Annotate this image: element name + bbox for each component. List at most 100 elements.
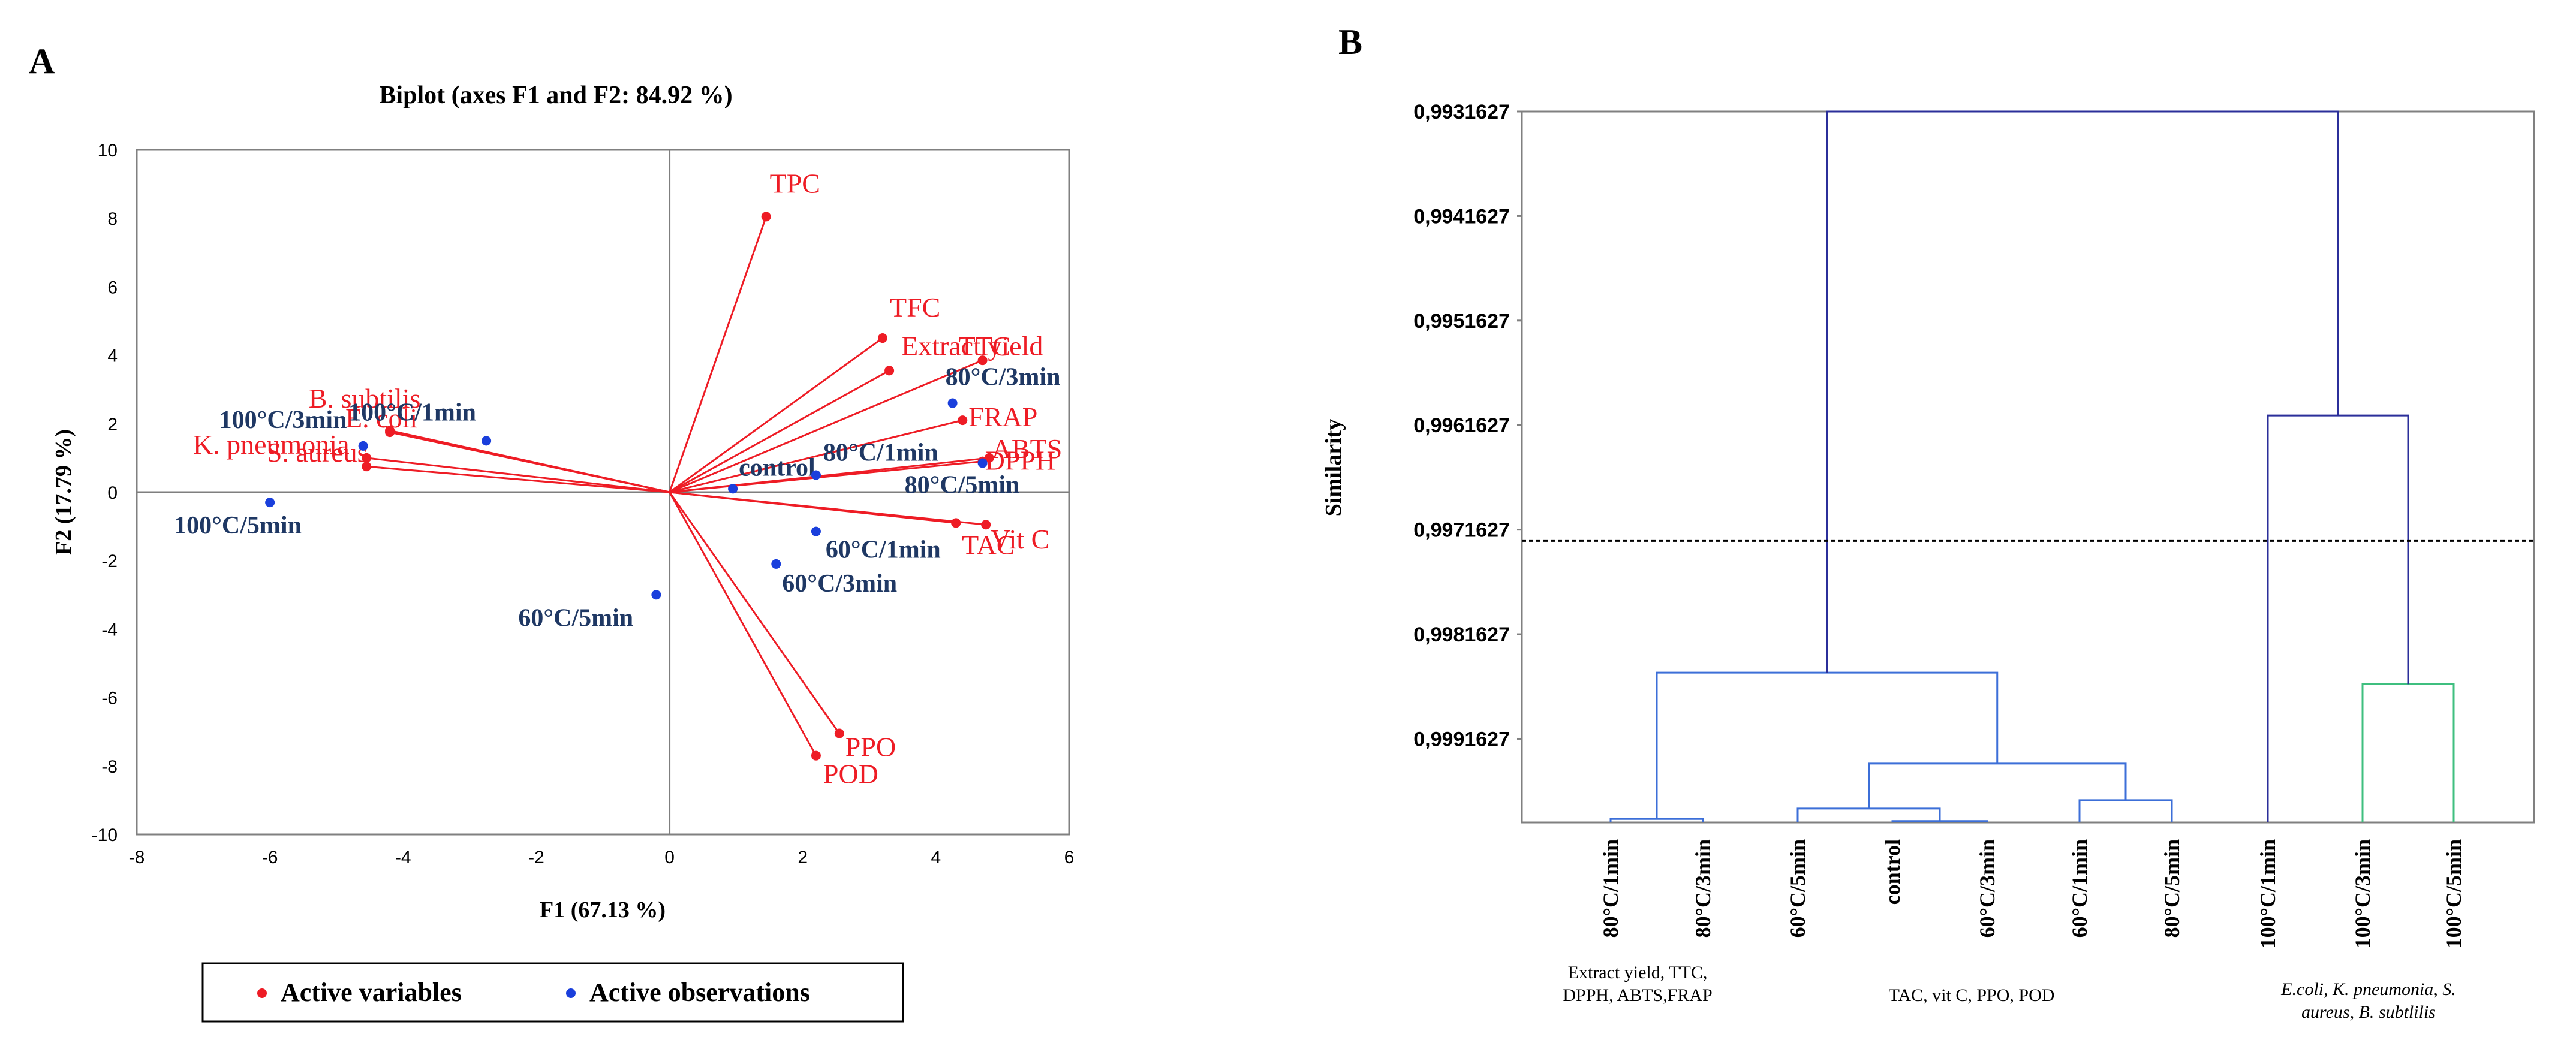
dendrogram-branches: [1609, 110, 2455, 822]
similarity-tick-label: 0,9961627: [1413, 414, 1510, 437]
observation-point: [771, 559, 781, 569]
variable-label: E. coli: [345, 403, 417, 433]
similarity-tick-label: 0,9981627: [1413, 623, 1510, 646]
variable-vector: [669, 369, 890, 493]
panel-a-label: A: [29, 41, 55, 81]
variable-vector: [669, 460, 983, 493]
variable-label: TAC: [962, 529, 1015, 560]
dendrogram-link: [1868, 762, 2127, 809]
observation-point: [977, 458, 988, 468]
variable-point: [977, 355, 988, 366]
leaf-label: 80°C/3min: [1691, 839, 1715, 938]
observation-point: [728, 484, 738, 494]
observation-point: [811, 470, 821, 480]
variable-label: K. pneumonia: [193, 429, 350, 460]
x-tick-label: -4: [395, 848, 411, 867]
variable-label: TPC: [770, 168, 820, 198]
observation-point: [651, 590, 661, 600]
observation-point: [482, 436, 492, 446]
variable-vector: [366, 465, 670, 493]
variable-label: ABTS: [992, 433, 1063, 464]
x-axis-label: F1 (67.13 %): [540, 897, 666, 923]
observation-label: 100°C/5min: [174, 512, 302, 539]
observation-label: 60°C/3min: [782, 570, 897, 598]
group-annotations: Extract yield, TTC, DPPH, ABTS,FRAP TAC, v…: [1563, 963, 2455, 1022]
leaf-label: 60°C/1min: [2068, 839, 2092, 938]
y-tick-label: -8: [101, 757, 118, 777]
y-tick-label: 10: [98, 141, 118, 161]
similarity-tick-label: 0,9951627: [1413, 310, 1510, 333]
observation-label: 80°C/3min: [946, 364, 1061, 391]
y-tick-label: -2: [101, 551, 118, 571]
variable-label: Vit C: [991, 524, 1049, 554]
variable-vector: [669, 491, 986, 526]
leaf-label: 80°C/5min: [2160, 839, 2184, 938]
y-tick-label: 8: [107, 209, 118, 229]
legend-observation-marker: [566, 988, 576, 998]
variable-vector: [366, 457, 670, 493]
dendrogram-chart: 0,9931627 0,9941627 0,9951627 0,9961627 0,99…: [1321, 101, 2535, 1022]
group-annotation: Extract yield, TTC, DPPH, ABTS,FRAP: [1563, 963, 1712, 1005]
leaf-label: control: [1880, 839, 1904, 905]
y-tick-label: 4: [107, 346, 118, 366]
similarity-tick-label: 0,9991627: [1413, 728, 1510, 750]
variable-point: [951, 518, 961, 528]
dendrogram-link: [2267, 414, 2409, 822]
similarity-axis-label: Similarity: [1321, 419, 1346, 517]
variable-vector: [669, 419, 963, 493]
variable-point: [834, 728, 844, 739]
y-tick-label: 6: [107, 278, 118, 297]
x-tick-label: -6: [262, 848, 278, 867]
dendrogram-link: [1609, 818, 1704, 822]
variable-point: [878, 333, 887, 343]
leaf-label: 100°C/1min: [2256, 839, 2280, 948]
biplot-title: Biplot (axes F1 and F2: 84.92 %): [379, 82, 732, 109]
observation-point: [358, 441, 368, 451]
panel-b-label: B: [1338, 22, 1362, 62]
variable-point: [884, 366, 895, 376]
y-tick-label: -10: [92, 825, 118, 845]
biplot-chart: Biplot (axes F1 and F2: 84.92 %) -8 -6 -4 -…: [51, 82, 1075, 1023]
tick-labels: -8 -6 -4 -2 0 2 4 6 -10 -8 -6 -4 -2 0 2 4 6 8 10: [92, 141, 1075, 867]
variable-label: PPO: [845, 732, 896, 762]
x-tick-label: 4: [931, 848, 941, 867]
variable-vector: [669, 216, 768, 493]
y-axis-label: F2 (17.79 %): [51, 429, 76, 555]
observation-label: control: [739, 454, 815, 481]
x-tick-label: 6: [1064, 848, 1075, 867]
dendrogram-link: [1826, 110, 2339, 673]
variable-point: [362, 453, 372, 463]
y-tick-label: -6: [101, 689, 118, 709]
legend-box: [201, 962, 904, 1023]
variable-point: [981, 520, 991, 530]
observation-label: 100°C/3min: [219, 406, 347, 434]
variable-vector: [669, 492, 841, 734]
y-tick-label: -4: [101, 620, 118, 640]
leaf-label: 100°C/3min: [2351, 839, 2375, 948]
dendrogram-link: [2078, 799, 2173, 822]
similarity-tick-label: 0,9971627: [1413, 519, 1510, 542]
x-tick-label: 2: [798, 848, 808, 867]
variable-label: B. subtilis: [309, 383, 421, 414]
x-tick-label: -8: [129, 848, 145, 867]
leaf-label: 60°C/3min: [1975, 839, 1999, 938]
leaf-labels: 80°C/1min 80°C/3min 60°C/5min control 60°C/3…: [1599, 839, 2466, 948]
legend-observations: Active observations: [589, 978, 810, 1007]
variable-vector: [669, 359, 983, 493]
x-tick-label: -2: [528, 848, 544, 867]
observation-label: 80°C/1min: [823, 439, 938, 466]
leaf-label: 60°C/5min: [1786, 839, 1810, 938]
y-tick-label: 2: [107, 415, 118, 435]
legend-variable-marker: [257, 988, 267, 998]
variable-point: [362, 462, 372, 472]
dendrogram-link: [1796, 807, 1941, 822]
variable-point: [385, 427, 395, 438]
variable-label: S. aureus: [267, 437, 368, 468]
similarity-ticks: 0,9931627 0,9941627 0,9951627 0,9961627 0,99…: [1413, 101, 1522, 750]
variable-label: Extract yield: [901, 330, 1043, 361]
group-annotation: TAC, vit C, PPO, POD: [1889, 985, 2055, 1005]
similarity-tick-label: 0,9931627: [1413, 101, 1510, 123]
